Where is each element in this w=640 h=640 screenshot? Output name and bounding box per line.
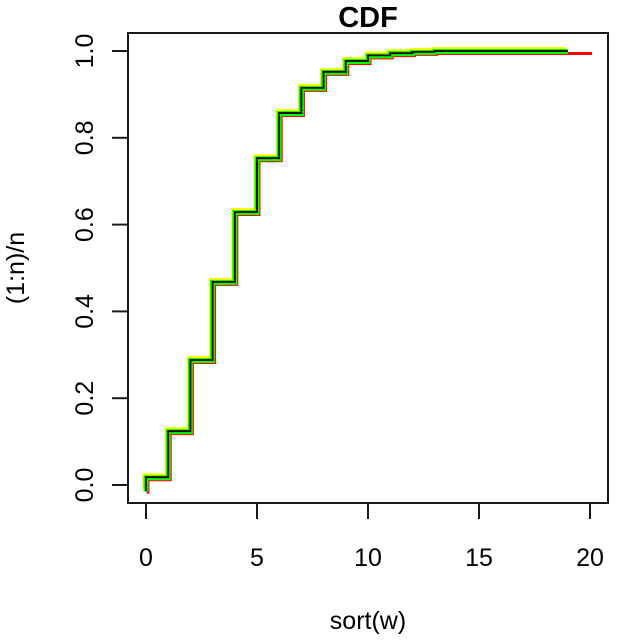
yellow-ecdf-curve — [142, 47, 566, 489]
x-axis-tick-label: 20 — [576, 544, 604, 572]
black-ecdf-curve — [145, 50, 568, 491]
y-axis-tick-label: 0.6 — [71, 207, 99, 242]
green-ecdf-curve — [143, 49, 568, 492]
x-axis-tick-label: 5 — [250, 544, 264, 572]
x-axis-tick-label: 10 — [354, 544, 382, 572]
x-axis-tick-label: 0 — [139, 544, 153, 572]
y-axis-label: (1:n)/n — [2, 232, 30, 304]
x-axis-tick-label: 15 — [465, 544, 493, 572]
y-axis-tick-label: 0.0 — [71, 468, 99, 503]
plot-title: CDF — [338, 2, 398, 34]
x-axis-ticks: 0 5 10 15 20 — [139, 503, 604, 572]
red-ecdf-curve — [146, 52, 592, 494]
y-axis-ticks: 0.0 0.2 0.4 0.6 0.8 1.0 — [71, 34, 128, 503]
x-axis-label: sort(w) — [330, 607, 406, 635]
y-axis-tick-label: 0.2 — [71, 381, 99, 416]
ecdf-curves — [142, 47, 592, 494]
y-axis-tick-label: 1.0 — [71, 34, 99, 69]
y-axis-tick-label: 0.8 — [71, 120, 99, 155]
y-axis-tick-label: 0.4 — [71, 294, 99, 329]
plot-frame — [127, 32, 609, 504]
